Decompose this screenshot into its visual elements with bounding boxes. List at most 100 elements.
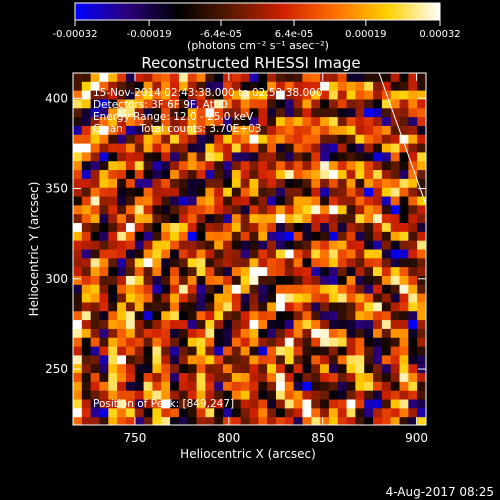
heatmap-cell xyxy=(364,302,374,312)
heatmap-cell xyxy=(337,373,347,383)
heatmap-cell xyxy=(275,417,286,425)
heatmap-cell xyxy=(178,240,189,250)
heatmap-cell xyxy=(417,125,426,136)
heatmap-cell xyxy=(187,275,197,286)
heatmap-cell xyxy=(152,196,162,206)
heatmap-cell xyxy=(205,196,215,206)
heatmap-cell xyxy=(134,73,144,83)
heatmap-cell xyxy=(117,311,127,321)
heatmap-cell xyxy=(408,381,418,392)
heatmap-cell xyxy=(125,187,136,197)
heatmap-cell xyxy=(381,143,392,153)
heatmap-cell xyxy=(214,161,224,171)
heatmap-cell xyxy=(170,240,180,250)
heatmap-cell xyxy=(346,355,356,365)
heatmap-cell xyxy=(328,205,339,215)
heatmap-cell xyxy=(161,364,171,374)
heatmap-cell xyxy=(293,152,303,162)
heatmap-cell xyxy=(81,408,92,418)
heatmap-cell xyxy=(99,231,109,242)
heatmap-cell xyxy=(337,90,347,100)
heatmap-cell xyxy=(205,240,215,250)
heatmap-cell xyxy=(73,117,83,127)
heatmap-cell xyxy=(408,81,418,92)
heatmap-cell xyxy=(249,73,259,83)
heatmap-cell xyxy=(108,275,118,286)
heatmap-cell xyxy=(205,108,215,118)
heatmap-cell xyxy=(390,143,400,153)
heatmap-cell xyxy=(284,311,295,321)
heatmap-cell xyxy=(187,240,197,250)
heatmap-cell xyxy=(143,417,153,425)
heatmap-cell xyxy=(152,73,162,83)
heatmap-cell xyxy=(214,99,224,109)
heatmap-cell xyxy=(337,293,347,303)
heatmap-cell xyxy=(90,99,100,109)
heatmap-cell xyxy=(117,152,127,162)
heatmap-cell xyxy=(399,99,409,109)
heatmap-cell xyxy=(214,152,224,162)
heatmap-cell xyxy=(381,346,392,356)
heatmap-cell xyxy=(134,161,144,171)
heatmap-cell xyxy=(320,381,330,392)
heatmap-cell xyxy=(134,178,144,189)
heatmap-cell xyxy=(170,108,180,118)
heatmap-cell xyxy=(231,81,242,92)
heatmap-cell xyxy=(249,346,259,356)
heatmap-cell xyxy=(231,90,242,100)
heatmap-cell xyxy=(205,117,215,127)
heatmap-cell xyxy=(328,161,339,171)
heatmap-cell xyxy=(311,214,321,224)
heatmap-cell xyxy=(178,196,189,206)
heatmap-cell xyxy=(214,214,224,224)
heatmap-cell xyxy=(258,381,268,392)
heatmap-cell xyxy=(258,170,268,180)
heatmap-cell xyxy=(187,196,197,206)
heatmap-cell xyxy=(399,240,409,250)
heatmap-cell xyxy=(390,302,400,312)
heatmap-cell xyxy=(320,328,330,339)
heatmap-cell xyxy=(81,161,92,171)
heatmap-cell xyxy=(364,417,374,425)
heatmap-cell xyxy=(337,364,347,374)
heatmap-cell xyxy=(328,267,339,277)
heatmap-cell xyxy=(99,328,109,339)
heatmap-cell xyxy=(214,364,224,374)
heatmap-cell xyxy=(373,275,383,286)
heatmap-cell xyxy=(408,90,418,100)
heatmap-cell xyxy=(328,302,339,312)
heatmap-cell xyxy=(73,108,83,118)
heatmap-cell xyxy=(267,117,277,127)
heatmap-cell xyxy=(346,302,356,312)
heatmap-cell xyxy=(337,170,347,180)
heatmap-cell xyxy=(337,161,347,171)
heatmap-cell xyxy=(373,205,383,215)
heatmap-cell xyxy=(240,187,250,197)
heatmap-cell xyxy=(311,337,321,347)
peak-position-label: Position of Peak: [849,247] xyxy=(93,398,234,410)
heatmap-cell xyxy=(364,170,374,180)
heatmap-cell xyxy=(205,284,215,295)
heatmap-cell xyxy=(328,90,339,100)
heatmap-cell xyxy=(125,143,136,153)
heatmap-cell xyxy=(328,196,339,206)
heatmap-cell xyxy=(337,399,347,409)
heatmap-cell xyxy=(90,258,100,268)
heatmap-cell xyxy=(373,108,383,118)
heatmap-cell xyxy=(355,178,365,189)
heatmap-cell xyxy=(170,73,180,83)
heatmap-cell xyxy=(293,399,303,409)
heatmap-cell xyxy=(293,108,303,118)
heatmap-cell xyxy=(73,373,83,383)
heatmap-cell xyxy=(108,117,118,127)
heatmap-cell xyxy=(90,355,100,365)
heatmap-cell xyxy=(143,117,153,127)
heatmap-cell xyxy=(284,134,295,144)
heatmap-cell xyxy=(108,381,118,392)
heatmap-cell xyxy=(284,170,295,180)
heatmap-cell xyxy=(117,293,127,303)
heatmap-cell xyxy=(346,328,356,339)
heatmap-cell xyxy=(267,346,277,356)
heatmap-cell xyxy=(355,108,365,118)
heatmap-cell xyxy=(170,161,180,171)
